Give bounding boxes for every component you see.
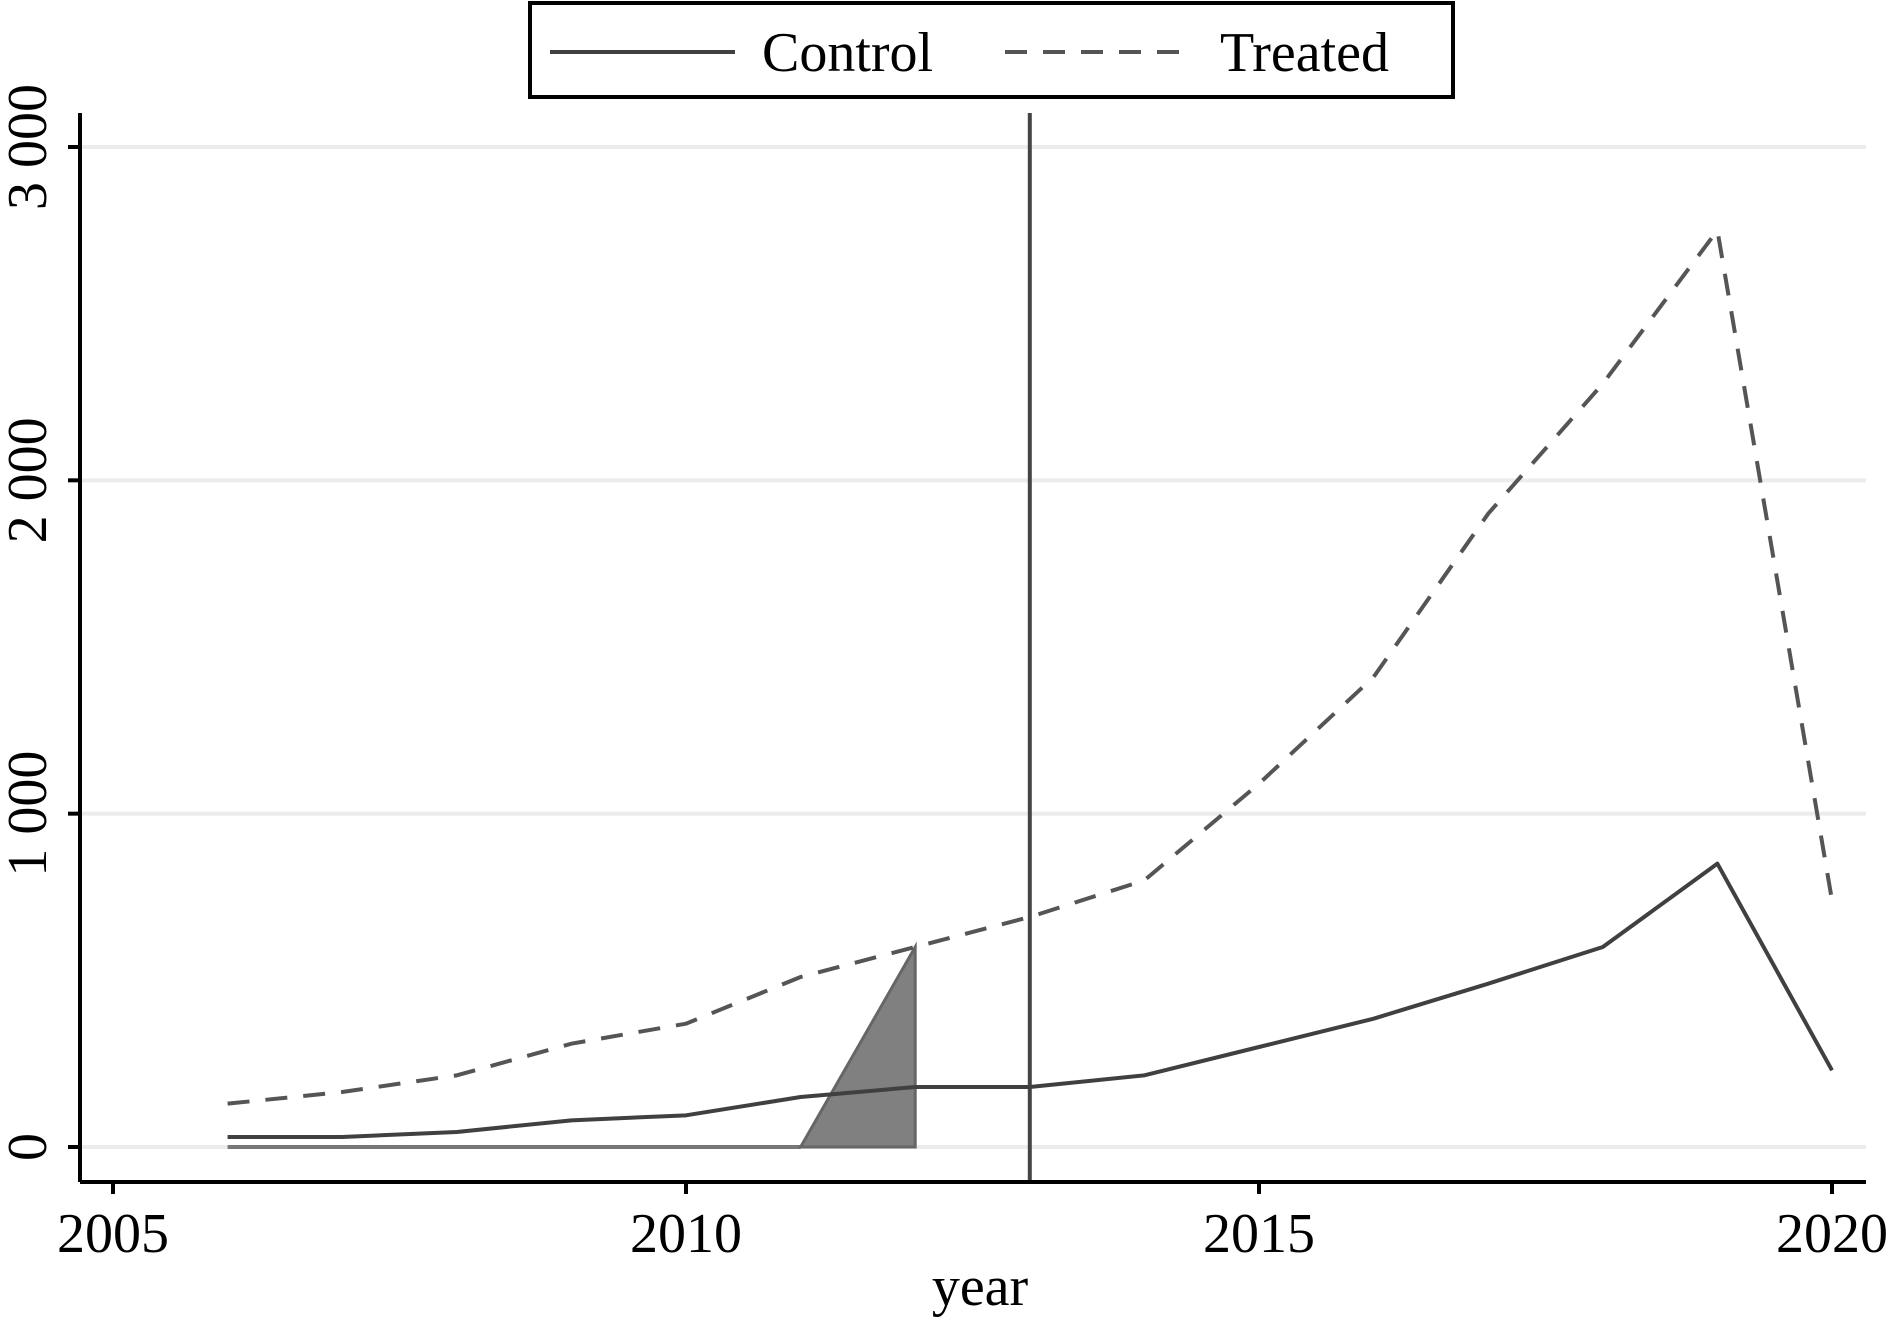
x-ticks: 2005 2010 2015 2020 [57,1182,1888,1265]
legend-treated-label: Treated [1220,22,1389,84]
x-tick-label-3: 2020 [1776,1203,1888,1265]
x-axis-title: year [932,1256,1029,1317]
y-tick-label-3: 3 000 [0,84,59,210]
series-group [227,228,1834,1139]
legend: Control Treated [528,1,1455,99]
x-tick-label-2: 2015 [1203,1203,1315,1265]
series-line-control [227,861,1834,1139]
y-tick-label-1: 1 000 [0,751,59,877]
axes [78,113,1866,1184]
shaded-region [227,941,917,1149]
y-tick-label-2: 2 000 [0,417,59,543]
y-tick-label-0: 0 [0,1133,59,1161]
gridlines [82,145,1866,1149]
legend-control-label: Control [762,22,933,84]
series-line-treated [227,228,1834,1106]
shaded-triangle [798,941,917,1149]
x-tick-label-0: 2005 [57,1203,169,1265]
y-ticks: 0 1 000 2 000 3 000 [0,84,80,1161]
x-tick-label-1: 2010 [630,1203,742,1265]
